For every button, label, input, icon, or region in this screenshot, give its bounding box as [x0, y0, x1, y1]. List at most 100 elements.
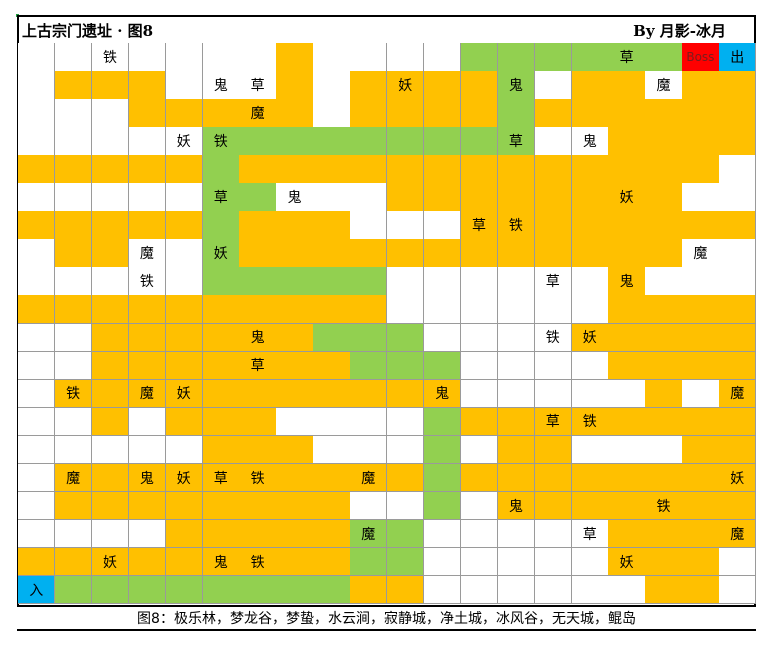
maze-cell	[165, 295, 203, 324]
maze-cell	[719, 267, 757, 296]
maze-cell-herb: 草	[460, 211, 499, 240]
maze-cell	[313, 519, 351, 549]
maze-cell	[387, 407, 425, 437]
maze-cell	[423, 351, 462, 381]
maze-cell	[91, 71, 130, 100]
maze-cell	[128, 155, 167, 184]
maze-cell	[645, 127, 683, 156]
maze-cell-demon: 妖	[608, 547, 646, 577]
maze-cell	[534, 211, 572, 240]
maze-cell	[608, 407, 646, 437]
maze-cell	[423, 239, 462, 268]
maze-cell	[571, 295, 609, 324]
maze-cell	[534, 43, 572, 72]
maze-cell	[387, 379, 425, 409]
maze-cell	[54, 575, 93, 605]
maze-cell	[571, 575, 609, 605]
maze-cell	[350, 491, 388, 521]
maze-cell	[239, 575, 277, 605]
maze-cell	[608, 575, 646, 605]
maze-cell-herb: 草	[534, 267, 572, 296]
maze-cell	[165, 99, 203, 128]
maze-cell	[165, 155, 203, 184]
maze-cell	[719, 99, 757, 128]
maze-cell-demon: 妖	[165, 379, 203, 409]
maze-cell	[276, 239, 314, 268]
maze-cell	[313, 127, 351, 156]
maze-cell	[18, 71, 56, 100]
maze-cell	[682, 71, 720, 100]
maze-cell-exit: 出	[719, 43, 757, 72]
maze-cell	[571, 183, 609, 212]
maze-cell	[571, 435, 609, 465]
maze-cell	[423, 323, 462, 353]
sheet-left-margin	[0, 0, 17, 646]
maze-cell	[460, 267, 499, 296]
maze-cell	[608, 239, 646, 268]
maze-cell	[645, 323, 683, 353]
maze-cell	[165, 267, 203, 296]
maze-cell	[719, 239, 757, 268]
maze-cell	[387, 183, 425, 212]
maze-cell	[497, 519, 536, 549]
maze-cell	[202, 519, 240, 549]
maze-cell	[645, 519, 683, 549]
maze-cell	[276, 43, 314, 72]
map-author: By 月影-冰月	[633, 22, 726, 40]
maze-cell-ghost: 鬼	[202, 547, 240, 577]
maze-cell	[350, 155, 388, 184]
maze-cell	[128, 127, 167, 156]
maze-cell	[313, 323, 351, 353]
maze-cell	[534, 71, 572, 100]
maze-cell-ghost: 鬼	[608, 267, 646, 296]
maze-cell	[276, 379, 314, 409]
maze-cell	[313, 491, 351, 521]
maze-cell	[460, 379, 499, 409]
maze-cell	[165, 239, 203, 268]
maze-cell-ghost: 鬼	[202, 71, 240, 100]
maze-cell	[239, 267, 277, 296]
maze-cell	[165, 211, 203, 240]
maze-cell	[608, 99, 646, 128]
maze-cell	[239, 155, 277, 184]
maze-cell	[54, 155, 93, 184]
maze-cell	[608, 463, 646, 493]
maze-cell-herb: 草	[608, 43, 646, 72]
maze-cell	[645, 183, 683, 212]
maze-cell-demon: 妖	[387, 71, 425, 100]
maze-cell	[165, 43, 203, 72]
maze-cell	[165, 491, 203, 521]
maze-cell	[423, 99, 462, 128]
maze-cell	[128, 295, 167, 324]
maze-cell	[423, 435, 462, 465]
maze-cell	[165, 435, 203, 465]
maze-cell	[313, 575, 351, 605]
maze-cell	[534, 519, 572, 549]
maze-cell	[54, 491, 93, 521]
maze-cell	[460, 155, 499, 184]
maze-cell	[534, 155, 572, 184]
maze-cell	[276, 155, 314, 184]
maze-cell	[460, 295, 499, 324]
maze-cell	[91, 379, 130, 409]
maze-cell	[350, 547, 388, 577]
maze-cell	[645, 351, 683, 381]
maze-cell	[276, 575, 314, 605]
maze-cell	[608, 323, 646, 353]
maze-cell	[276, 267, 314, 296]
maze-cell	[18, 211, 56, 240]
maze-cell	[387, 155, 425, 184]
maze-cell	[276, 491, 314, 521]
maze-cell	[313, 99, 351, 128]
maze-cell	[460, 99, 499, 128]
maze-cell-herb: 草	[571, 519, 609, 549]
maze-cell	[128, 519, 167, 549]
maze-cell	[313, 239, 351, 268]
maze-cell	[497, 435, 536, 465]
maze-cell	[128, 99, 167, 128]
maze-cell	[719, 323, 757, 353]
maze-cell	[202, 267, 240, 296]
maze-cell	[608, 211, 646, 240]
maze-cell	[460, 435, 499, 465]
maze-cell	[534, 295, 572, 324]
